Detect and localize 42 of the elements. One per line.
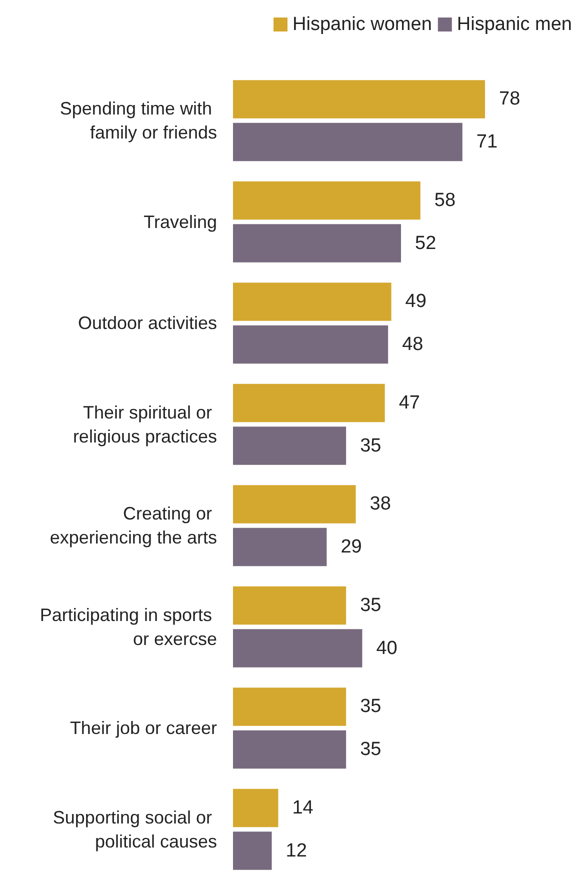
data-label: 40: [376, 638, 398, 659]
y-tick-label: Spending time with family or friends: [60, 98, 217, 143]
data-label: 71: [476, 132, 498, 153]
y-tick-label: Participating in sports or exercse: [40, 604, 217, 649]
y-tick-label: Their job or career: [70, 718, 217, 738]
bar: [233, 122, 462, 162]
bar: [233, 181, 420, 220]
bar: [233, 426, 346, 465]
bar: [233, 688, 346, 726]
y-tick-label: Supporting social or political causes: [52, 807, 217, 852]
y-tick-label: Their spiritual or religious practices: [72, 402, 217, 446]
data-label: 78: [499, 88, 520, 110]
bar: [233, 224, 401, 262]
bar: [233, 282, 392, 321]
bar: [233, 384, 385, 422]
y-tick-label: Creating or experiencing the arts: [50, 504, 217, 548]
bar: [233, 730, 346, 769]
data-label: 48: [402, 334, 424, 356]
data-label: 29: [340, 536, 362, 558]
bar: [233, 325, 388, 364]
data-label: 35: [360, 594, 382, 616]
data-label: 58: [434, 190, 456, 211]
y-tick-label: Outdoor activities: [78, 313, 217, 334]
data-label: 35: [360, 696, 382, 718]
bar: [233, 80, 485, 118]
bar: [233, 629, 362, 668]
legend-label: Hispanic men: [456, 14, 572, 35]
bar: [233, 586, 346, 625]
data-label: 12: [286, 840, 307, 862]
data-label: 47: [398, 392, 420, 414]
data-label: 49: [405, 291, 426, 312]
data-label: 35: [360, 435, 382, 456]
bar: [233, 832, 272, 870]
bar: [233, 528, 327, 566]
bar: [233, 485, 356, 524]
legend-label: Hispanic women: [292, 14, 432, 35]
data-label: 14: [292, 797, 314, 818]
data-label: 35: [360, 739, 382, 760]
data-label: 38: [370, 494, 391, 515]
data-label: 52: [415, 232, 436, 254]
bar: [233, 788, 278, 828]
y-tick-label: Traveling: [144, 212, 217, 232]
